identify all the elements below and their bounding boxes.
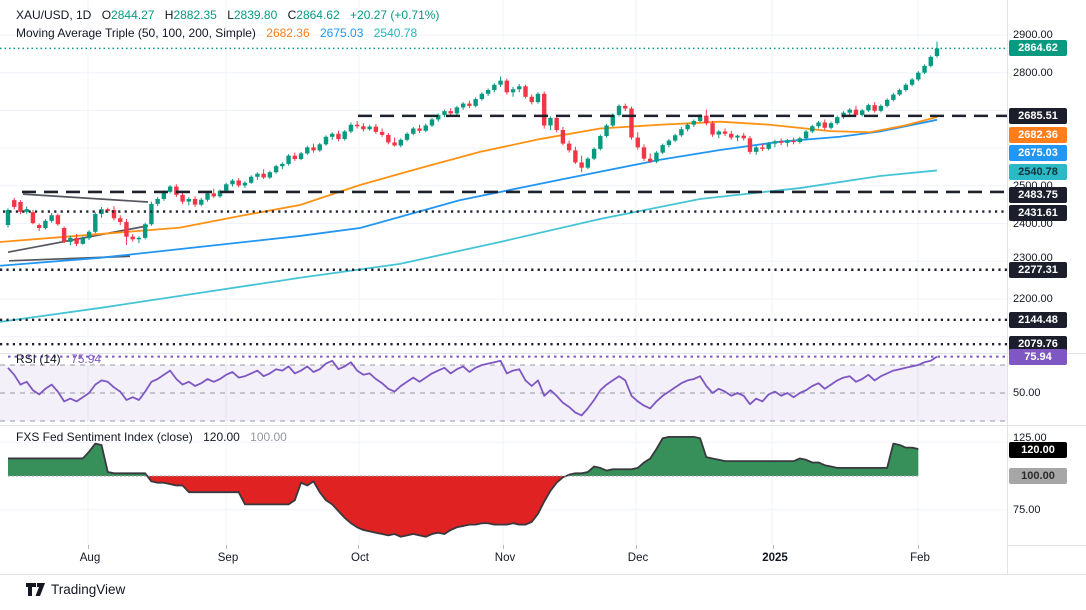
rsi-band (0, 364, 1007, 422)
time-axis-tick (918, 545, 919, 549)
time-axis-tick (358, 545, 359, 549)
price-scale-label: 2900.00 (1013, 29, 1053, 41)
symbol-title[interactable]: XAU/USD, 1D (16, 8, 92, 22)
price-scale-label: 125.00 (1013, 432, 1047, 444)
price-scale-badge: 75.94 (1009, 349, 1067, 365)
low-value: 2839.80 (233, 8, 278, 22)
time-axis-label: Dec (627, 552, 649, 564)
ma200-line (0, 169, 938, 323)
chart-plot-area[interactable] (0, 0, 1007, 545)
sentiment-value: 120.00 (203, 430, 240, 444)
time-axis-tick (773, 545, 774, 549)
symbol-legend[interactable]: XAU/USD, 1D O2844.27 H2882.35 L2839.80 C… (16, 7, 439, 24)
rsi-legend[interactable]: RSI (14) 75.94 (16, 351, 101, 368)
price-scale-label: 50.00 (1013, 387, 1041, 399)
time-axis-tick (636, 545, 637, 549)
time-axis[interactable]: Aug Sep Oct Nov Dec 2025 Feb (0, 545, 1007, 574)
price-scale-label: 2300.00 (1013, 252, 1053, 264)
change-value: +20.27 (+0.71%) (350, 8, 440, 22)
rsi-line (7, 355, 938, 417)
time-axis-tick (226, 545, 227, 549)
ma100-value: 2675.03 (320, 26, 364, 40)
price-scale-label: 2800.00 (1013, 67, 1053, 79)
price-scale-badge: 2277.31 (1009, 262, 1067, 278)
tradingview-logo-icon (26, 582, 45, 596)
price-scale-badge: 100.00 (1009, 468, 1067, 484)
time-axis-tick (88, 545, 89, 549)
attribution-text: TradingView (51, 582, 126, 597)
time-axis-label: Aug (79, 552, 101, 564)
sentiment-legend[interactable]: FXS Fed Sentiment Index (close) 120.00 1… (16, 429, 287, 446)
pane-separator-rsi-sentiment[interactable] (0, 425, 1086, 426)
price-scale-label: 2400.00 (1013, 218, 1053, 230)
price-scale-label: 75.00 (1013, 504, 1041, 516)
sentiment-area-series (8, 435, 919, 538)
price-scale-badge: 2540.78 (1009, 164, 1067, 180)
bottom-separator (0, 574, 1086, 575)
open-label: O (101, 8, 112, 22)
gridlines (0, 0, 1007, 545)
ma200-value: 2540.78 (373, 26, 418, 40)
time-axis-label: 2025 (762, 552, 788, 564)
high-label: H (164, 8, 174, 22)
price-scale-badge: 2682.36 (1009, 127, 1067, 143)
price-scale-label: 2200.00 (1013, 293, 1053, 305)
price-scale-badge: 2079.76 (1009, 336, 1067, 352)
ma50-line (0, 116, 938, 243)
sentiment-base-value: 100.00 (250, 430, 287, 444)
time-axis-tick (503, 545, 504, 549)
price-scale-badge: 120.00 (1009, 442, 1067, 458)
price-scale[interactable]: 2900.00 2800.00 2500.00 2400.00 2300.00 2200.… (1007, 0, 1086, 575)
low-label: L (227, 8, 234, 22)
price-scale-badge: 2685.51 (1009, 108, 1067, 124)
ma-indicator-title[interactable]: Moving Average Triple (50, 100, 200, Sim… (16, 26, 256, 40)
pane-separator-main-rsi[interactable] (0, 353, 1086, 354)
candlestick-series (5, 41, 940, 247)
price-scale-separator (1007, 0, 1008, 575)
time-axis-label: Sep (217, 552, 239, 564)
price-scale-badge: 2864.62 (1009, 40, 1067, 56)
ma-indicator-legend[interactable]: Moving Average Triple (50, 100, 200, Sim… (16, 25, 417, 42)
time-axis-label: Feb (910, 552, 930, 564)
price-scale-badge: 2431.61 (1009, 205, 1067, 221)
ma100-line (0, 118, 938, 267)
sentiment-title[interactable]: FXS Fed Sentiment Index (close) (16, 430, 193, 444)
price-scale-badge: 2144.48 (1009, 312, 1067, 328)
close-label: C (287, 8, 297, 22)
rsi-value: 75.94 (71, 352, 102, 366)
rsi-title[interactable]: RSI (14) (16, 352, 61, 366)
horizontal-level-lines (0, 114, 1007, 346)
time-axis-label: Oct (351, 552, 369, 564)
ma50-value: 2682.36 (266, 26, 310, 40)
time-axis-label: Nov (494, 552, 516, 564)
price-scale-badge: 2675.03 (1009, 145, 1067, 161)
attribution[interactable]: TradingView (26, 582, 125, 597)
open-value: 2844.27 (111, 8, 155, 22)
high-value: 2882.35 (173, 8, 217, 22)
close-value: 2864.62 (296, 8, 340, 22)
price-scale-badge: 2483.75 (1009, 187, 1067, 203)
